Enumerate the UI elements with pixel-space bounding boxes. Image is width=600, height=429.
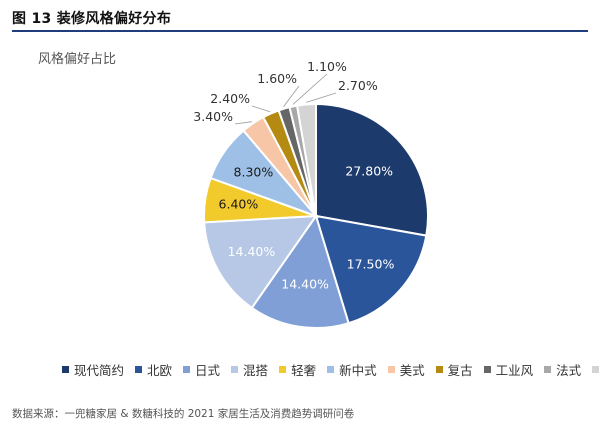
legend-swatch [483, 366, 491, 373]
source-note: 数据来源：一兜糖家居 & 数糖科技的 2021 家居生活及消费趋势调研问卷 [12, 408, 355, 420]
slice-label: 3.40% [193, 109, 233, 124]
slice-label: 6.40% [219, 197, 259, 212]
slice-label: 17.50% [347, 256, 395, 271]
legend-swatch [387, 366, 395, 373]
legend-swatch [435, 366, 443, 373]
legend-swatch [135, 366, 143, 373]
legend-label: 混搭 [243, 363, 269, 378]
legend-label: 法式 [556, 363, 582, 378]
chart-title: 风格偏好占比 [38, 52, 117, 67]
title-rule [12, 30, 588, 32]
leader-line [234, 121, 252, 125]
slice-label: 27.80% [345, 163, 393, 178]
legend-label: 北欧 [147, 363, 173, 378]
legend-item: 新中式 [327, 360, 377, 379]
legend-swatch [592, 366, 600, 373]
legend-item: 美式 [387, 360, 425, 379]
slice-label: 2.70% [338, 78, 378, 93]
legend-swatch [62, 366, 69, 373]
legend-item: 轻奢 [279, 360, 316, 379]
slice-11 [295, 102, 317, 217]
legend-swatch [279, 366, 287, 373]
slice-label: 14.40% [281, 277, 329, 292]
slice-3 [250, 213, 350, 329]
slice-2 [314, 214, 428, 325]
legend-label: 现代简约 [74, 363, 125, 378]
legend-item: 其他 [592, 360, 600, 379]
legend-item: 现代简约 [62, 360, 124, 379]
slice-label: 2.40% [210, 91, 250, 106]
legend-label: 轻奢 [291, 363, 317, 378]
slice-1 [315, 102, 429, 237]
legend-item: 工业风 [483, 360, 534, 379]
legend-label: 复古 [447, 363, 473, 378]
legend-swatch [327, 366, 335, 373]
leader-line [292, 73, 328, 105]
pie-chart: 27.80% 17.50% 14.40% 14.40% 6.40% 8.30% 3.40% 2… [193, 59, 429, 329]
legend-label: 工业风 [495, 363, 534, 378]
legend-swatch [544, 366, 552, 373]
legend-item: 复古 [435, 360, 473, 379]
legend-label: 日式 [195, 363, 221, 378]
legend-item: 北欧 [135, 360, 172, 379]
slice-4 [203, 214, 318, 310]
slice-label: 8.30% [234, 165, 274, 180]
leader-line [283, 85, 300, 107]
slice-label: 1.10% [307, 59, 347, 74]
leader-line [251, 105, 271, 113]
legend-item: 混搭 [231, 360, 268, 379]
leader-line [306, 92, 337, 103]
chart-legend: 现代简约 北欧 日式 混搭 轻奢 新中式 美式 复古 工业风 法式其他 [62, 360, 600, 379]
legend-label: 美式 [399, 363, 425, 378]
legend-item: 日式 [183, 360, 220, 379]
slice-label: 1.60% [257, 71, 297, 86]
slice-label: 14.40% [228, 244, 276, 259]
legend-item: 法式 [544, 360, 581, 379]
legend-swatch [183, 366, 191, 373]
legend-swatch [231, 366, 239, 373]
legend-label: 新中式 [339, 363, 377, 378]
figure-title: 图 13 装修风格偏好分布 [12, 11, 172, 27]
